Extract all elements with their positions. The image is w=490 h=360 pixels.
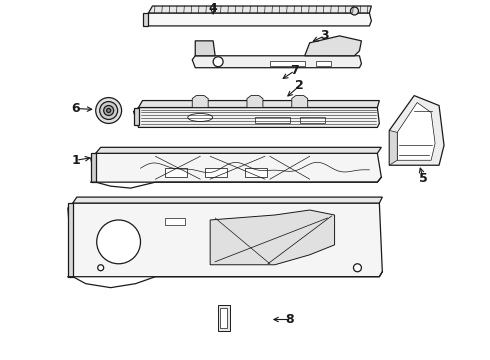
Polygon shape [68,203,73,277]
Polygon shape [139,100,379,108]
Polygon shape [144,13,371,26]
Bar [205,168,227,177]
Bar [316,61,331,66]
Text: 6: 6 [72,102,80,115]
Text: 8: 8 [286,313,294,326]
Polygon shape [218,305,230,332]
Circle shape [104,105,114,116]
Polygon shape [91,153,381,182]
Bar [166,168,187,177]
Bar [220,307,227,328]
Bar [245,168,267,177]
Polygon shape [73,197,382,203]
Polygon shape [96,147,381,153]
Polygon shape [192,95,208,108]
Bar [166,218,185,225]
Polygon shape [210,210,335,265]
Circle shape [99,102,118,120]
Ellipse shape [188,113,213,121]
Circle shape [98,265,104,271]
Polygon shape [255,117,290,123]
Polygon shape [91,153,96,182]
Polygon shape [68,203,382,277]
Circle shape [353,264,362,272]
Polygon shape [192,56,362,68]
Text: 2: 2 [295,79,304,92]
Text: 7: 7 [291,64,299,77]
Polygon shape [148,6,371,13]
Circle shape [97,220,141,264]
Polygon shape [389,130,397,165]
Polygon shape [300,117,324,123]
Text: 5: 5 [419,172,427,185]
Polygon shape [247,95,263,108]
Text: 4: 4 [209,3,218,15]
Polygon shape [397,103,435,160]
Text: 3: 3 [320,30,329,42]
Bar [270,61,305,66]
Circle shape [350,7,359,15]
Polygon shape [305,36,362,56]
Polygon shape [134,108,379,127]
Circle shape [96,98,122,123]
Polygon shape [389,95,444,165]
Polygon shape [134,108,139,125]
Polygon shape [195,41,215,56]
Text: 1: 1 [72,154,80,167]
Polygon shape [292,95,308,108]
Polygon shape [144,13,148,26]
Circle shape [107,108,111,112]
Circle shape [213,57,223,67]
